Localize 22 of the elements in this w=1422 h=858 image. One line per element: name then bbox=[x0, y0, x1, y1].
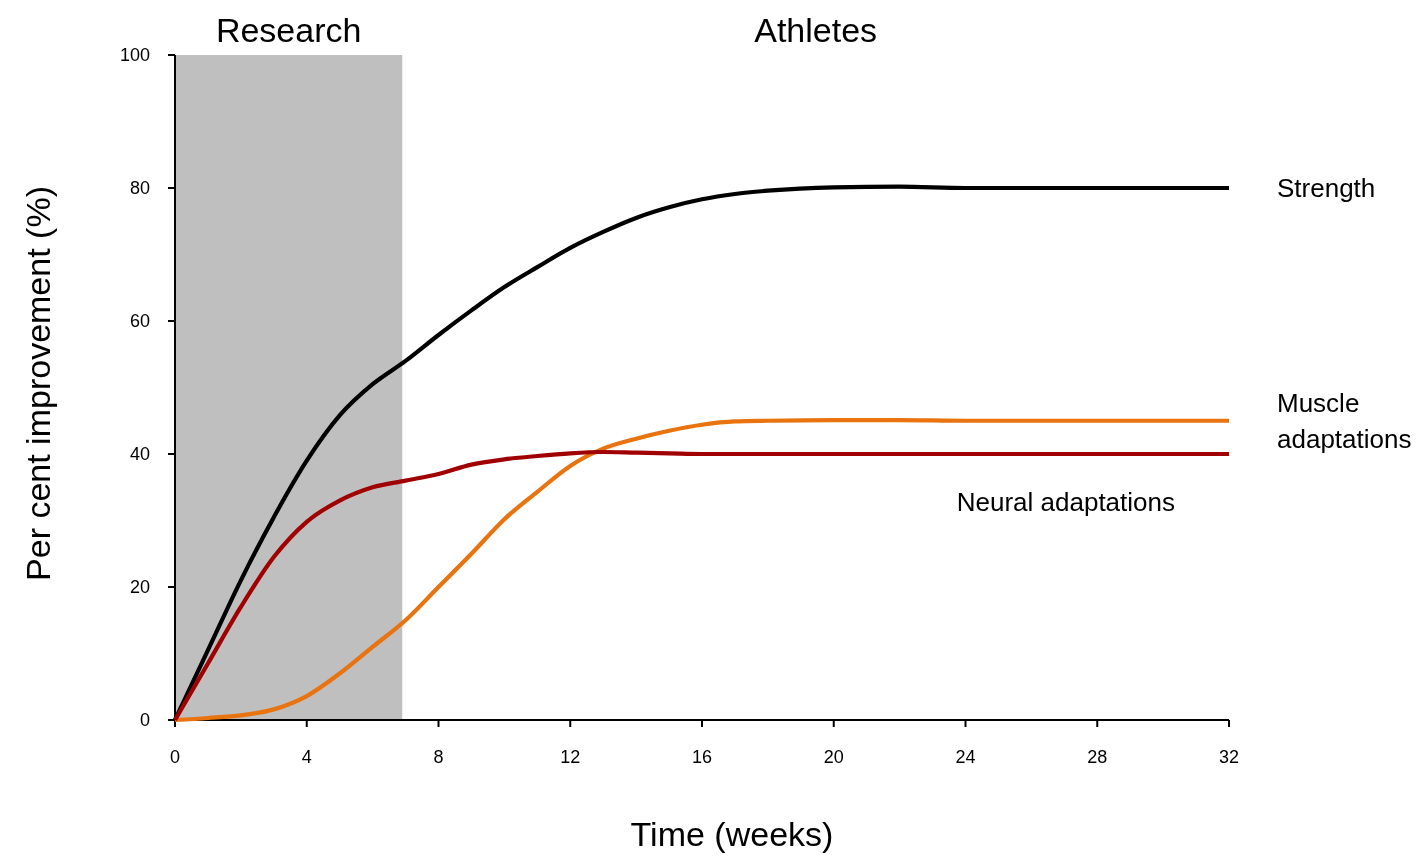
y-tick-label: 0 bbox=[139, 710, 150, 731]
y-axis-title: Per cent improvement (%) bbox=[19, 186, 57, 581]
y-tick-label: 80 bbox=[129, 178, 150, 199]
y-tick-label: 100 bbox=[119, 45, 150, 66]
y-tick-label: 20 bbox=[129, 577, 150, 598]
x-tick-label: 20 bbox=[823, 747, 844, 768]
series-label: Muscle adaptations bbox=[1277, 387, 1412, 454]
series-label: Strength bbox=[1277, 173, 1376, 204]
x-tick-label: 28 bbox=[1087, 747, 1108, 768]
y-tick-label: 40 bbox=[129, 444, 150, 465]
x-tick-label: 0 bbox=[169, 747, 181, 768]
text: Athletes bbox=[754, 11, 878, 49]
x-axis-title: Time (weeks) bbox=[630, 815, 834, 853]
x-tick-label: 4 bbox=[301, 747, 312, 768]
x-tick-label: 32 bbox=[1218, 747, 1240, 768]
x-tick-label: 16 bbox=[691, 747, 713, 768]
y-tick-label: 60 bbox=[129, 311, 150, 332]
band-label: Research bbox=[215, 11, 362, 49]
x-tick-label: 8 bbox=[433, 747, 444, 768]
x-tick-label: 24 bbox=[955, 747, 976, 768]
x-tick-label: 12 bbox=[560, 747, 581, 768]
series-label: Neural adaptations bbox=[956, 487, 1175, 518]
